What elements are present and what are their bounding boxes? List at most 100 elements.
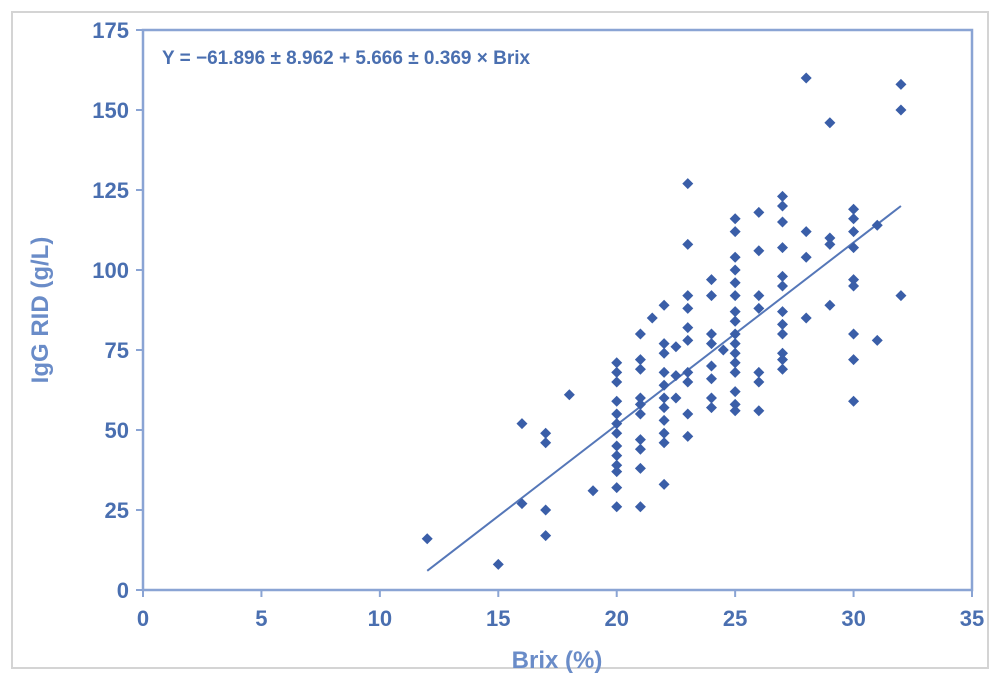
data-point [753,366,765,378]
data-point [705,392,717,404]
data-point [848,242,860,254]
x-tick-label: 25 [723,606,747,631]
data-point [753,206,765,218]
data-point [658,338,670,350]
data-point [777,190,789,202]
data-point [634,462,646,474]
data-point [729,290,741,302]
data-point [563,389,575,401]
y-tick-label: 75 [105,338,129,363]
data-point [824,232,836,244]
data-point [777,318,789,330]
data-point [729,366,741,378]
data-point [634,328,646,340]
data-point [634,408,646,420]
data-point [682,408,694,420]
data-point [611,427,623,439]
data-point [658,379,670,391]
data-point [658,437,670,449]
data-point [611,501,623,513]
data-point [658,366,670,378]
data-point [705,328,717,340]
data-point [658,299,670,311]
data-point [682,290,694,302]
data-point [634,434,646,446]
x-tick-label: 0 [137,606,149,631]
data-points [421,72,907,570]
data-point [729,264,741,276]
data-point [777,242,789,254]
data-point [777,306,789,318]
data-point [848,280,860,292]
y-tick-label: 50 [105,418,129,443]
data-point [682,302,694,314]
data-point [871,219,883,231]
data-point [611,408,623,420]
plot-frame [141,28,974,592]
data-point [729,213,741,225]
data-point [777,347,789,359]
data-point [777,216,789,228]
data-point [611,376,623,388]
plot-area-border [141,28,974,592]
data-point [516,418,528,430]
data-point [753,302,765,314]
data-point [658,427,670,439]
x-tick-label: 15 [486,606,510,631]
data-point [777,270,789,282]
data-point [611,459,623,471]
data-point [611,482,623,494]
y-tick-label: 100 [92,258,129,283]
data-point [777,363,789,375]
data-point [777,280,789,292]
data-point [670,370,682,382]
x-tick-label: 5 [255,606,267,631]
x-tick-label: 35 [960,606,984,631]
data-point [658,478,670,490]
data-point [682,366,694,378]
data-point [658,402,670,414]
data-point [670,392,682,404]
data-point [729,386,741,398]
data-point [895,78,907,90]
data-point [421,533,433,545]
chart-border [11,11,989,669]
data-point [800,312,812,324]
data-point [800,72,812,84]
data-point [824,117,836,129]
data-point [705,373,717,385]
data-point [729,347,741,359]
data-point [646,312,658,324]
data-point [658,392,670,404]
data-point [729,357,741,369]
data-point [682,238,694,250]
data-point [848,354,860,366]
data-point [682,322,694,334]
data-point [611,466,623,478]
y-tick-label: 0 [117,578,129,603]
y-tick-label: 175 [92,18,129,43]
x-tick-label: 20 [604,606,628,631]
data-point [587,485,599,497]
data-point [705,274,717,286]
data-point [516,498,528,510]
data-point [729,405,741,417]
data-point [705,290,717,302]
data-point [729,315,741,327]
y-tick-label: 125 [92,178,129,203]
data-point [634,392,646,404]
data-point [871,334,883,346]
data-point [634,501,646,513]
data-point [729,328,741,340]
data-point [729,338,741,350]
y-tick-label: 25 [105,498,129,523]
data-point [848,226,860,238]
data-point [670,341,682,353]
data-point [705,338,717,350]
data-point [540,437,552,449]
data-point [824,299,836,311]
data-point [729,226,741,238]
x-axis-title: Brix (%) [512,647,603,674]
